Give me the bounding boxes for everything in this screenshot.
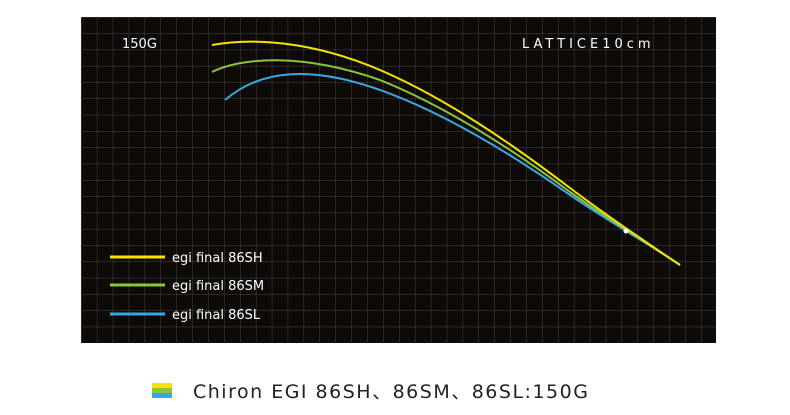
rod-curve [211,59,681,266]
legend-label: egi final 86SH [172,251,263,266]
rod-curve [224,72,681,266]
tip-point [623,228,629,234]
legend-label: egi final 86SM [172,279,264,294]
lattice-grid [81,17,716,343]
legend-label: egi final 86SL [172,308,261,323]
caption-icon [152,388,172,393]
load-label: 150G [122,37,157,52]
lattice-label: LATTICE10cm [522,37,655,52]
caption: Chiron EGI 86SH、86SM、86SL:150G [193,381,589,403]
caption-icon [152,383,172,388]
rod-curve [211,40,681,266]
caption-icon [152,393,172,398]
